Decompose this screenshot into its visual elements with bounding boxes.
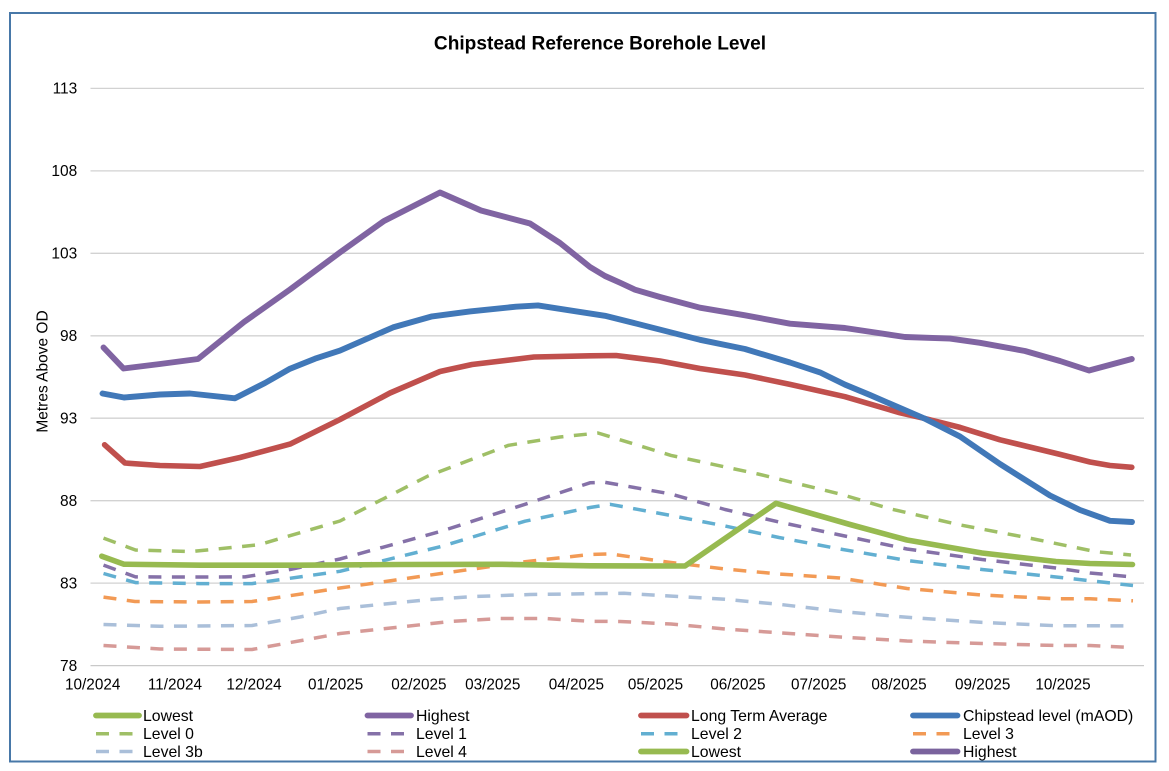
svg-text:09/2025: 09/2025	[955, 677, 1010, 694]
svg-text:03/2025: 03/2025	[465, 677, 520, 694]
svg-text:Metres Above OD: Metres Above OD	[35, 310, 52, 432]
svg-text:108: 108	[51, 163, 77, 180]
svg-text:Highest: Highest	[416, 708, 470, 725]
svg-text:98: 98	[60, 328, 77, 345]
svg-text:103: 103	[51, 246, 77, 263]
svg-text:08/2025: 08/2025	[871, 677, 926, 694]
svg-text:113: 113	[53, 81, 78, 98]
svg-text:78: 78	[60, 658, 77, 675]
svg-text:Chipstead Reference Borehole L: Chipstead Reference Borehole Level	[434, 33, 766, 54]
svg-text:02/2025: 02/2025	[391, 677, 446, 694]
svg-text:Lowest: Lowest	[143, 708, 194, 725]
svg-text:Level 1: Level 1	[416, 726, 467, 743]
svg-text:10/2025: 10/2025	[1035, 677, 1090, 694]
svg-text:05/2025: 05/2025	[628, 677, 683, 694]
svg-text:Level 4: Level 4	[416, 744, 467, 761]
svg-text:01/2025: 01/2025	[308, 677, 363, 694]
svg-text:Level 3b: Level 3b	[143, 744, 203, 761]
svg-text:07/2025: 07/2025	[791, 677, 846, 694]
svg-text:93: 93	[60, 410, 77, 427]
svg-text:Long Term Average: Long Term Average	[691, 708, 828, 725]
svg-text:06/2025: 06/2025	[710, 677, 765, 694]
svg-text:10/2024: 10/2024	[65, 677, 121, 694]
svg-text:83: 83	[60, 575, 77, 592]
svg-text:88: 88	[60, 493, 77, 510]
svg-text:04/2025: 04/2025	[549, 677, 604, 694]
svg-text:12/2024: 12/2024	[226, 677, 282, 694]
svg-text:Lowest: Lowest	[691, 744, 742, 761]
svg-text:Level 2: Level 2	[691, 726, 742, 743]
svg-text:Level 0: Level 0	[143, 726, 194, 743]
svg-text:11/2024: 11/2024	[148, 677, 203, 694]
svg-text:Highest: Highest	[963, 744, 1017, 761]
svg-text:Chipstead level (mAOD): Chipstead level (mAOD)	[963, 708, 1133, 725]
svg-text:Level 3: Level 3	[963, 726, 1014, 743]
